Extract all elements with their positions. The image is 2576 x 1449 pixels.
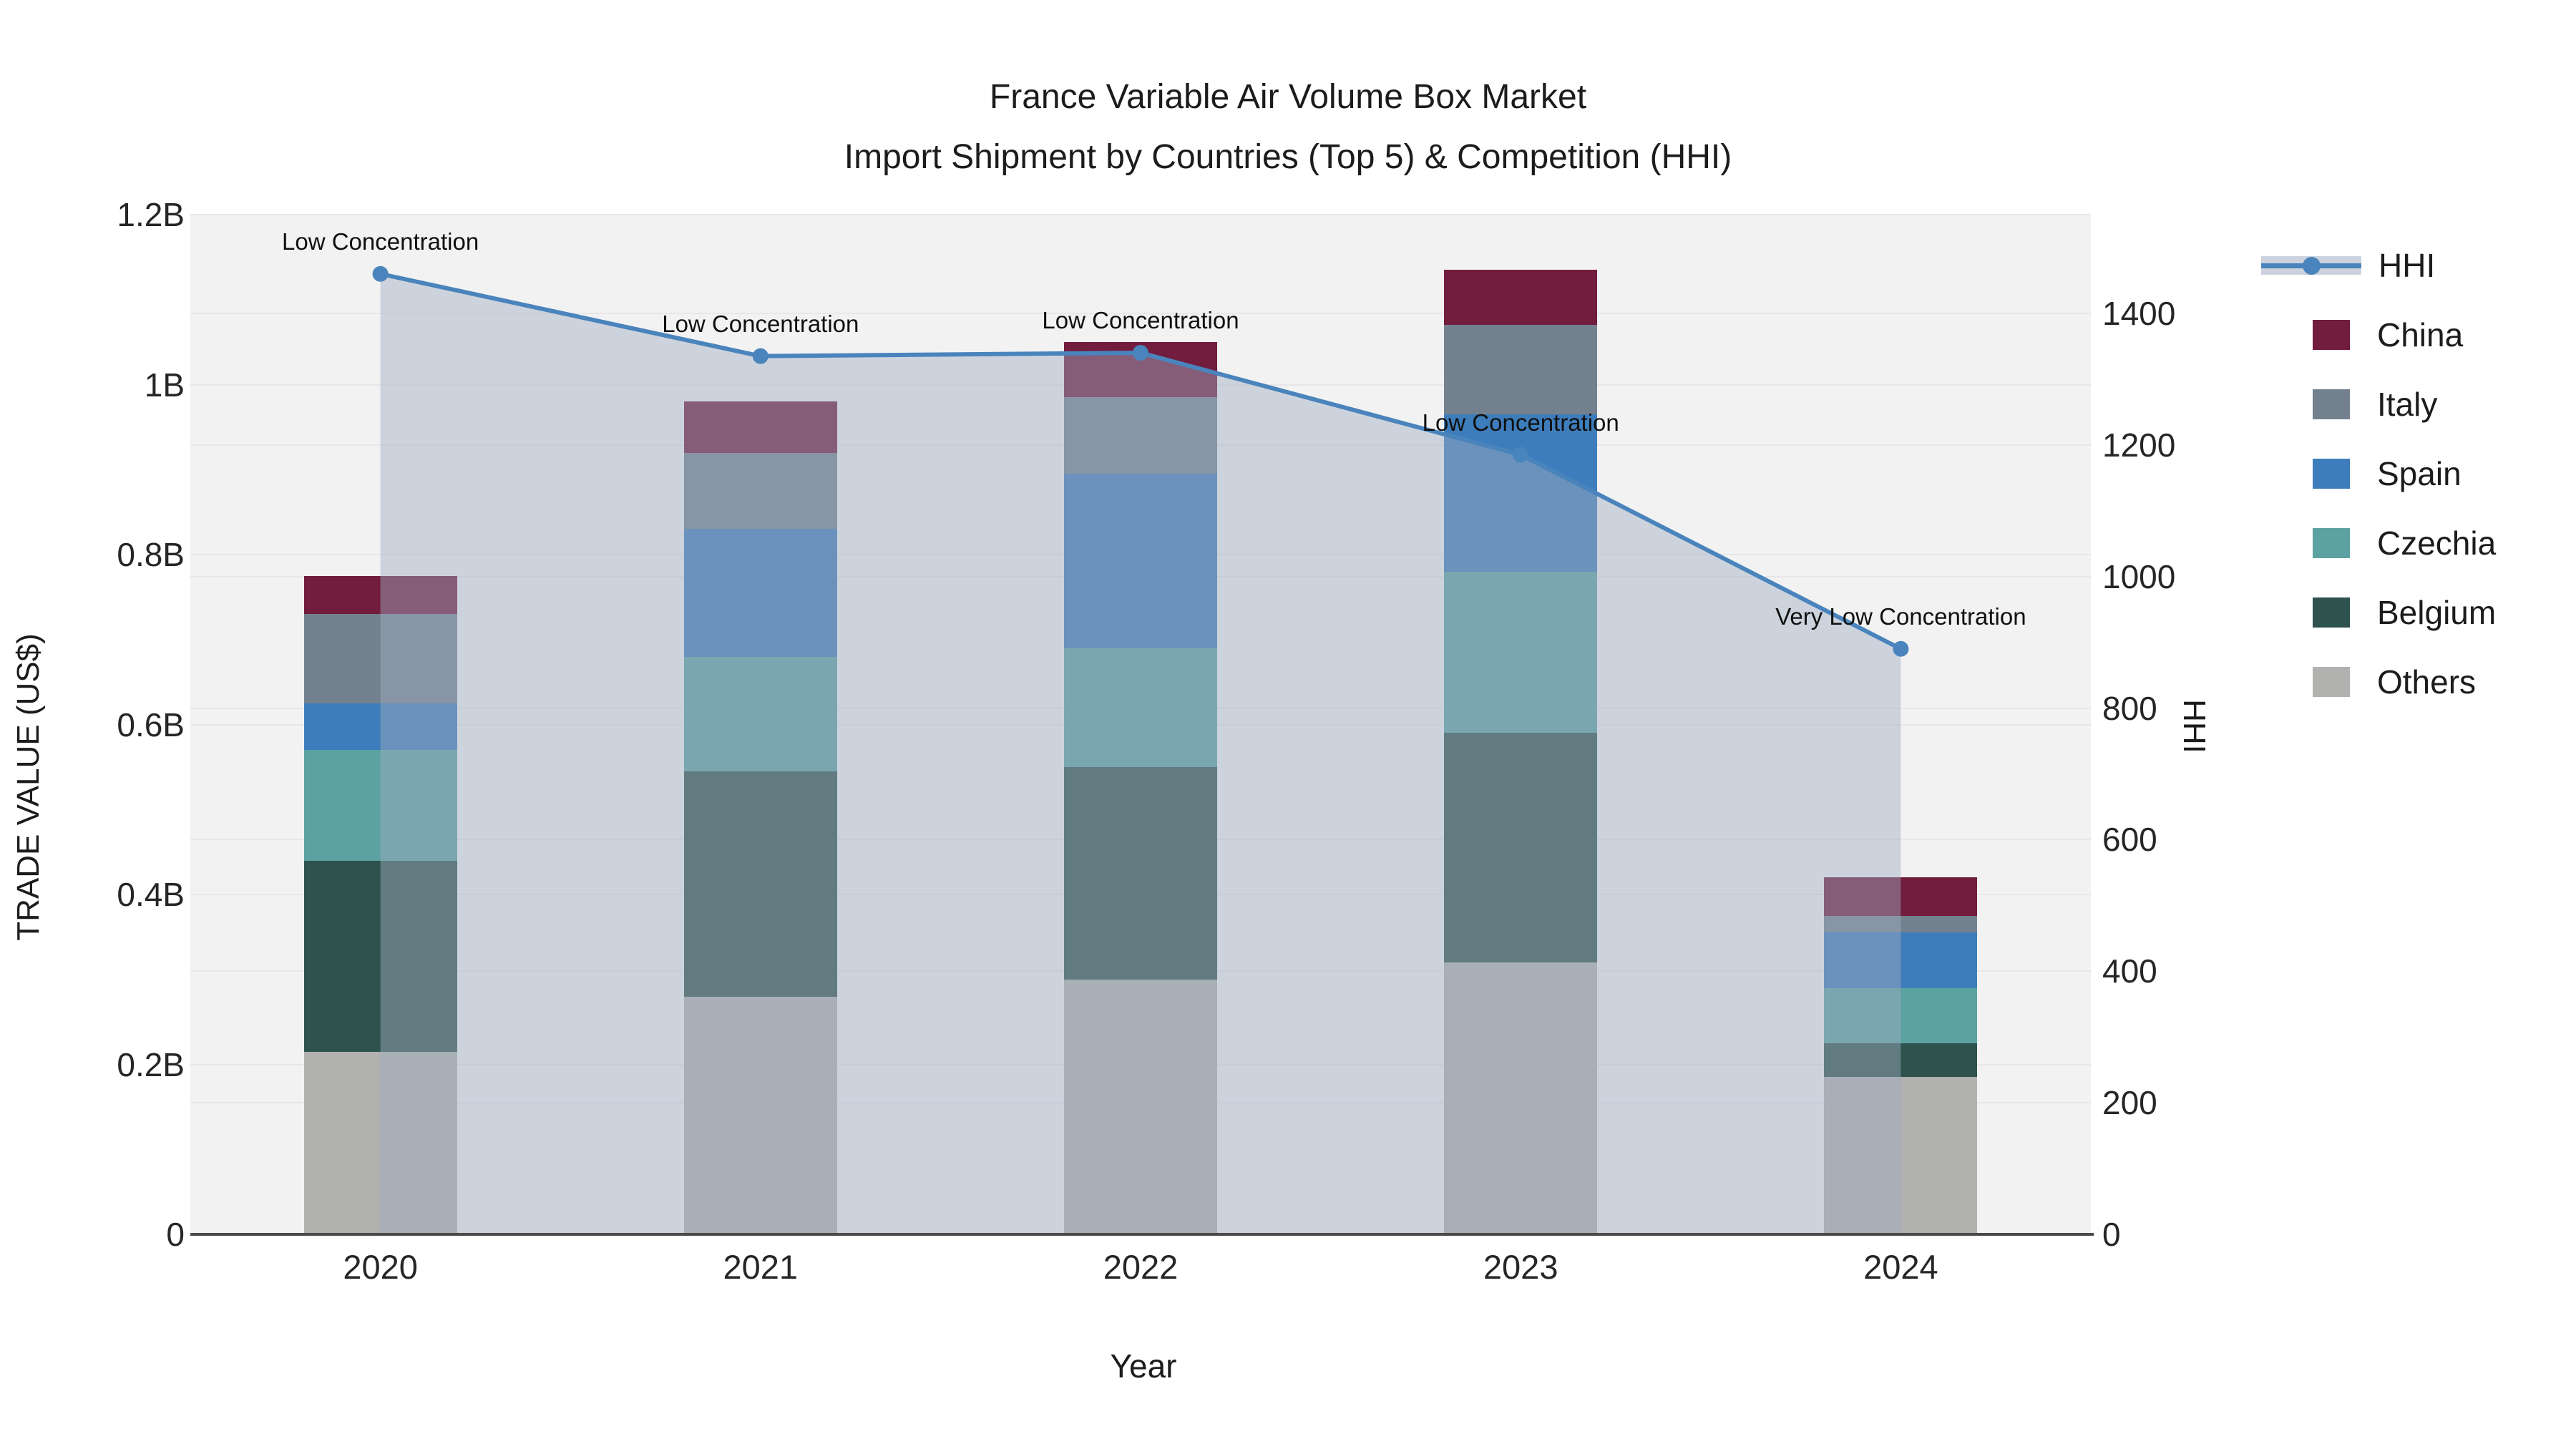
bar-segment-belgium-2021: [683, 771, 837, 997]
x-axis-tick-label: 2020: [343, 1248, 418, 1286]
bar-segment-czechia-2024: [1824, 987, 1978, 1043]
x-axis-title: Year: [1110, 1347, 1177, 1385]
y-axis-tick-label: 0.4B: [117, 876, 185, 913]
bar-segment-china-2021: [683, 401, 837, 453]
annotation-2023: Low Concentration: [1422, 409, 1619, 436]
legend-item-belgium[interactable]: Belgium: [2261, 577, 2496, 647]
annotation-2024: Very Low Concentration: [1775, 602, 2026, 630]
legend: HHI China Italy Spain Czechia Belgium Others: [2261, 230, 2496, 716]
legend-swatch: [2313, 458, 2350, 489]
annotation-2020: Low Concentration: [282, 228, 479, 255]
y-axis-tick-label: 0: [166, 1216, 185, 1253]
legend-item-label: HHI: [2379, 246, 2436, 284]
legend-item-label: Spain: [2377, 454, 2462, 492]
bar-segment-others-2022: [1064, 979, 1217, 1234]
legend-item-others[interactable]: Others: [2261, 647, 2496, 716]
bar-segment-italy-2024: [1824, 915, 1978, 933]
y2-axis-tick-label: 800: [2102, 689, 2157, 727]
bar-segment-china-2022: [1064, 342, 1217, 398]
legend-swatch: [2313, 389, 2350, 419]
legend-item-label: China: [2377, 316, 2464, 353]
y-axis-tick-label: 0.8B: [117, 536, 185, 573]
bar-segment-italy-2023: [1444, 325, 1598, 415]
y2-axis-tick-label: 400: [2102, 952, 2157, 990]
bar-segment-czechia-2020: [303, 750, 457, 861]
legend-item-hhi[interactable]: HHI: [2261, 230, 2496, 300]
y2-axis-title: HHI: [2177, 699, 2212, 753]
bar-segment-czechia-2023: [1444, 571, 1598, 733]
bar-segment-china-2023: [1444, 270, 1598, 326]
bar-segment-belgium-2020: [303, 860, 457, 1052]
bar-segment-czechia-2022: [1064, 648, 1217, 767]
bar-segment-italy-2021: [683, 452, 837, 530]
y2-axis-tick-label: 200: [2102, 1084, 2157, 1122]
legend-item-label: Czechia: [2377, 524, 2497, 562]
bar-segment-czechia-2021: [683, 656, 837, 771]
chart-title-line1: France Variable Air Volume Box Market: [989, 78, 1587, 116]
legend-line-swatch-icon: [2261, 255, 2361, 275]
bar-segment-china-2020: [303, 575, 457, 615]
legend-swatch: [2313, 666, 2350, 697]
x-axis-line: [190, 1233, 2094, 1236]
bar-segment-belgium-2023: [1444, 733, 1598, 962]
bar-segment-italy-2022: [1064, 397, 1217, 474]
y-axis-tick-label: 0.6B: [117, 706, 185, 743]
legend-swatch: [2313, 319, 2350, 350]
chart-title-line2: Import Shipment by Countries (Top 5) & C…: [844, 138, 1732, 176]
bar-segment-others-2023: [1444, 962, 1598, 1234]
y2-axis-tick-label: 1400: [2102, 294, 2176, 332]
legend-item-czechia[interactable]: Czechia: [2261, 508, 2496, 577]
legend-item-label: Italy: [2377, 385, 2438, 423]
y2-axis-tick-label: 0: [2102, 1216, 2121, 1253]
legend-item-label: Belgium: [2377, 593, 2497, 631]
x-axis-tick-label: 2022: [1103, 1248, 1179, 1286]
bar-segment-others-2024: [1824, 1077, 1978, 1234]
bar-segment-others-2020: [303, 1051, 457, 1234]
legend-item-italy[interactable]: Italy: [2261, 369, 2496, 439]
y-axis-tick-label: 1B: [144, 366, 185, 404]
bar-segment-belgium-2024: [1824, 1043, 1978, 1078]
x-axis-tick-label: 2024: [1863, 1248, 1938, 1286]
x-axis-tick-label: 2021: [723, 1248, 799, 1286]
legend-item-spain[interactable]: Spain: [2261, 439, 2496, 508]
annotation-2022: Low Concentration: [1042, 307, 1239, 334]
bar-segment-belgium-2022: [1064, 766, 1217, 980]
bar-segment-spain-2023: [1444, 414, 1598, 572]
bar-segment-china-2024: [1824, 877, 1978, 916]
bar-segment-others-2021: [683, 996, 837, 1234]
chart-title: France Variable Air Volume Box Market Im…: [0, 67, 2576, 187]
gridline: [190, 214, 2091, 215]
y2-axis-tick-label: 600: [2102, 821, 2157, 859]
bar-segment-spain-2024: [1824, 932, 1978, 988]
annotation-2021: Low Concentration: [662, 310, 859, 337]
y2-axis-tick-label: 1200: [2102, 426, 2176, 464]
legend-item-label: Others: [2377, 663, 2477, 701]
bar-segment-italy-2020: [303, 614, 457, 703]
y-axis-tick-label: 1.2B: [117, 196, 185, 233]
x-axis-tick-label: 2023: [1483, 1248, 1558, 1286]
legend-item-china[interactable]: China: [2261, 300, 2496, 369]
bar-segment-spain-2021: [683, 529, 837, 657]
legend-swatch: [2313, 527, 2350, 558]
hhi-marker-icon: [2303, 256, 2321, 275]
legend-swatch: [2313, 597, 2350, 628]
y-axis-tick-label: 0.2B: [117, 1045, 185, 1083]
bar-segment-spain-2020: [303, 703, 457, 751]
y2-axis-tick-label: 1000: [2102, 557, 2176, 595]
bar-segment-spain-2022: [1064, 474, 1217, 648]
